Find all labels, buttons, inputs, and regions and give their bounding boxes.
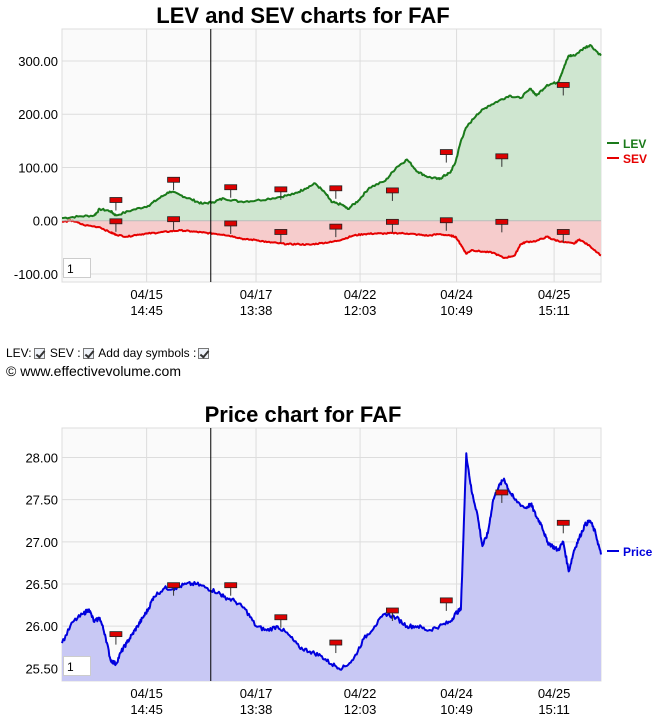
lev-sev-zoom-input[interactable]: 1 <box>63 258 91 278</box>
day-marker <box>274 229 288 243</box>
sev-label: SEV : <box>49 346 81 360</box>
lev-label: LEV: <box>6 346 32 360</box>
x-tick-time: 10:49 <box>440 702 473 717</box>
x-tick-time: 12:03 <box>344 303 377 318</box>
x-tick-date: 04/24 <box>440 287 473 302</box>
y-tick-label: 27.50 <box>25 493 58 508</box>
series-area-lev <box>62 45 601 221</box>
day-marker <box>556 82 570 96</box>
sev-checkbox[interactable] <box>82 348 94 359</box>
day-marker <box>556 519 570 534</box>
y-tick-label: 200.00 <box>18 107 58 122</box>
x-tick-date: 04/15 <box>130 686 163 701</box>
day-marker <box>495 489 509 503</box>
day-marker <box>386 607 399 622</box>
x-tick-date: 04/25 <box>538 686 571 701</box>
legend-label-lev: LEV <box>623 137 646 151</box>
x-tick-date: 04/25 <box>538 287 571 302</box>
day-marker <box>109 631 123 645</box>
day-marker <box>109 197 123 211</box>
x-tick-date: 04/17 <box>240 287 273 302</box>
day-marker <box>329 639 343 654</box>
series-area-price <box>62 453 601 681</box>
x-tick-date: 04/15 <box>130 287 163 302</box>
x-tick-date: 04/22 <box>344 686 377 701</box>
x-tick-time: 15:11 <box>538 702 570 717</box>
day-marker <box>109 218 123 232</box>
y-tick-label: 26.50 <box>25 577 58 592</box>
day-symbols-checkbox[interactable] <box>198 348 210 359</box>
day-marker <box>439 217 453 231</box>
day-marker <box>224 582 238 596</box>
chart-title: Price chart for FAF <box>205 402 402 427</box>
x-tick-time: 15:11 <box>538 303 570 318</box>
day-marker <box>167 582 180 596</box>
x-tick-time: 10:49 <box>440 303 473 318</box>
series-area-sev <box>62 220 601 258</box>
legend-label-sev: SEV <box>623 152 647 166</box>
y-tick-label: 28.00 <box>25 451 58 466</box>
series-line-sev <box>62 219 602 259</box>
day-marker <box>439 597 453 611</box>
day-marker <box>167 216 180 230</box>
y-tick-label: -100.00 <box>14 267 58 282</box>
day-marker <box>386 187 399 201</box>
x-tick-date: 04/24 <box>440 686 473 701</box>
y-tick-label: 0.00 <box>33 214 58 229</box>
copyright-text: © www.effectivevolume.com <box>6 363 182 379</box>
y-tick-label: 27.00 <box>25 535 58 550</box>
y-tick-label: 100.00 <box>18 160 58 175</box>
x-tick-time: 14:45 <box>130 702 163 717</box>
legend-label-price: Price <box>623 545 653 559</box>
day-symbols-label: Add day symbols : <box>98 346 197 360</box>
y-tick-label: 300.00 <box>18 54 58 69</box>
day-marker <box>329 223 343 238</box>
x-tick-date: 04/22 <box>344 287 377 302</box>
y-tick-label: 25.50 <box>25 661 58 676</box>
day-marker <box>495 218 509 233</box>
price-zoom-input[interactable]: 1 <box>63 656 91 676</box>
day-marker <box>495 153 509 167</box>
x-tick-time: 13:38 <box>240 702 273 717</box>
day-marker <box>274 186 288 200</box>
day-marker <box>556 229 570 243</box>
chart-options-row: LEV: SEV : Add day symbols : <box>6 346 211 360</box>
day-marker <box>224 220 238 234</box>
day-marker <box>167 176 180 191</box>
day-marker <box>274 614 288 628</box>
day-marker <box>386 218 399 233</box>
day-marker <box>329 185 343 199</box>
day-marker <box>439 149 453 163</box>
series-line-lev <box>61 44 602 220</box>
x-tick-time: 14:45 <box>130 303 163 318</box>
lev-checkbox[interactable] <box>33 348 45 359</box>
y-tick-label: 26.00 <box>25 619 58 634</box>
x-tick-time: 13:38 <box>240 303 273 318</box>
chart-title: LEV and SEV charts for FAF <box>156 3 449 28</box>
x-tick-date: 04/17 <box>240 686 273 701</box>
series-line-price <box>61 452 602 671</box>
day-marker <box>224 184 238 198</box>
x-tick-time: 12:03 <box>344 702 377 717</box>
